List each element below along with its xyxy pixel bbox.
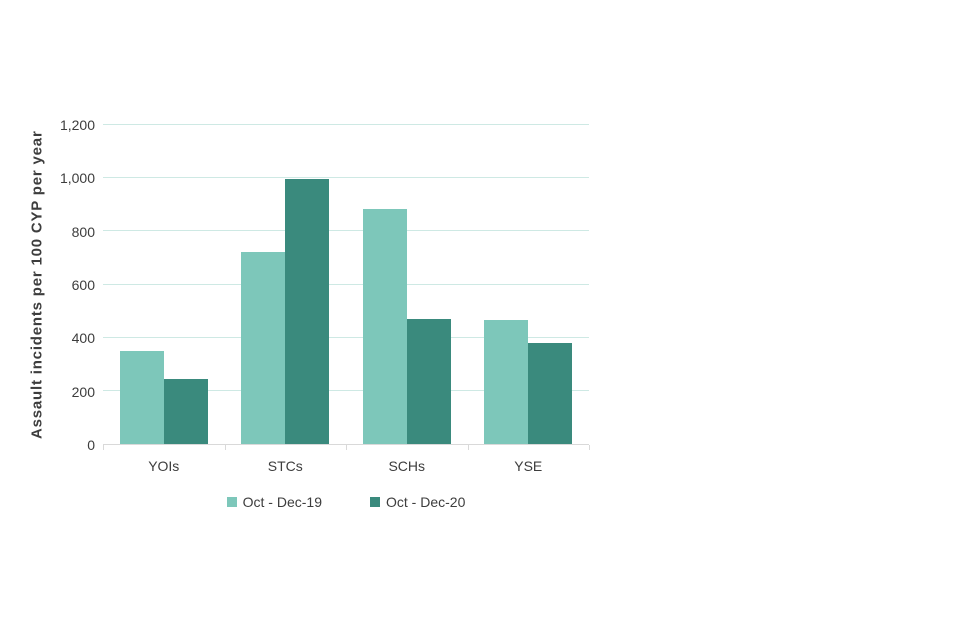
legend-label: Oct - Dec-19: [242, 494, 322, 510]
x-category-label: SCHs: [388, 458, 426, 474]
y-axis-tick-labels: 0 200 400 600 800 1,000 1,200: [0, 117, 95, 453]
gridline: [103, 230, 589, 232]
legend-swatch: [370, 497, 380, 507]
bar: [285, 178, 330, 444]
x-category-label: STCs: [267, 458, 303, 474]
plot-area: [103, 123, 589, 445]
bar: [406, 318, 451, 444]
x-category-label: YOIs: [148, 458, 180, 474]
legend-swatch: [226, 497, 237, 507]
y-tick-label: 400: [71, 330, 95, 347]
x-axis-tick: [467, 445, 469, 450]
bar: [484, 320, 529, 444]
gridline: [103, 336, 589, 338]
y-tick-label: 800: [71, 223, 95, 240]
y-tick-label: 600: [71, 277, 95, 293]
gridline: [103, 123, 589, 125]
bar: [163, 378, 208, 444]
y-tick-label: 1,000: [59, 170, 95, 187]
bar: [528, 342, 573, 444]
bar: [362, 209, 407, 444]
x-axis-labels: YOIs STCs SCHs YSE: [103, 458, 589, 476]
gridline: [103, 283, 589, 285]
y-tick-label: 200: [71, 383, 95, 400]
legend: Oct - Dec-19 Oct - Dec-20: [103, 494, 589, 510]
bar: [119, 350, 164, 444]
x-category-label: YSE: [514, 458, 543, 474]
gridline: [103, 390, 589, 392]
legend-item: Oct - Dec-20: [370, 494, 465, 510]
x-axis-tick: [589, 445, 590, 450]
x-axis-tick: [346, 445, 347, 450]
x-axis-tick: [103, 445, 104, 450]
y-tick-label: 1,200: [59, 117, 95, 133]
bar: [241, 252, 286, 444]
gridline: [103, 176, 589, 178]
x-axis-tick: [224, 445, 226, 450]
legend-label: Oct - Dec-20: [386, 494, 466, 510]
y-tick-label: 0: [87, 437, 95, 453]
legend-item: Oct - Dec-19: [226, 494, 322, 510]
